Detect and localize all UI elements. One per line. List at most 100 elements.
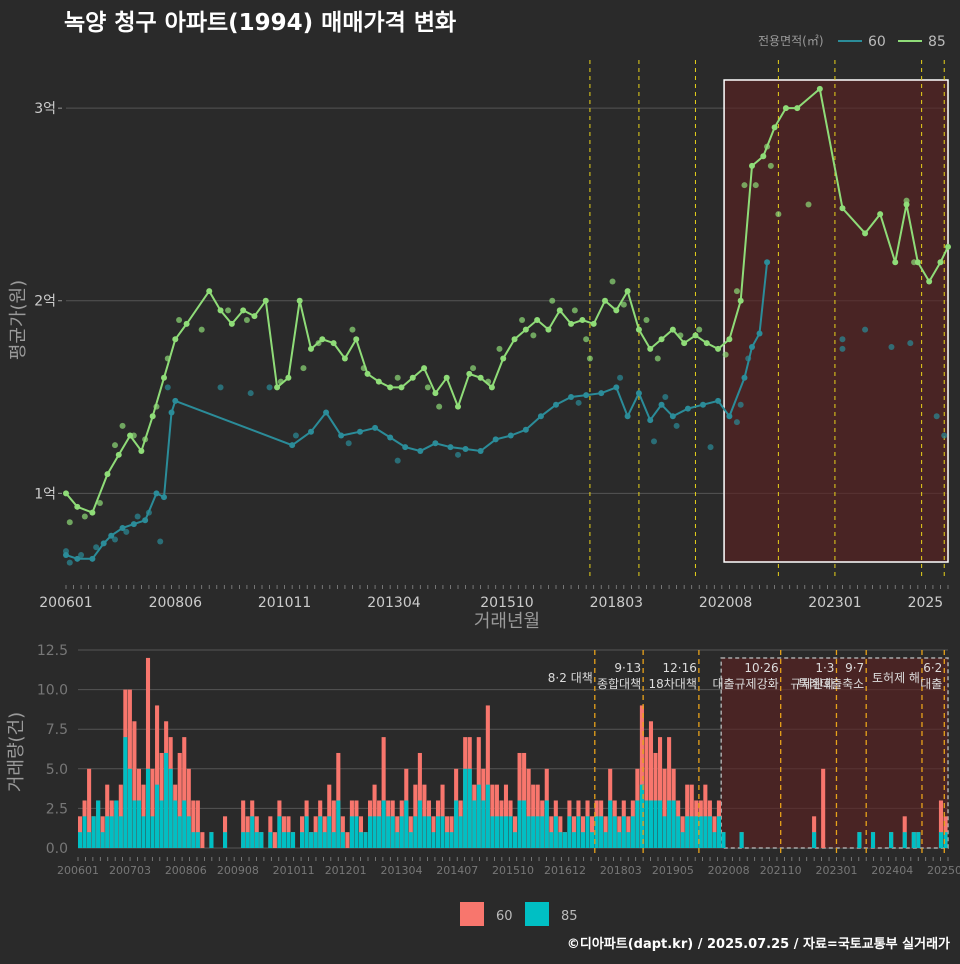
bottom-xtick-label: 202301 <box>815 864 857 877</box>
bar-85 <box>209 832 214 848</box>
bar-60 <box>648 721 654 848</box>
scatter-point-60 <box>164 384 171 391</box>
scatter-point-85 <box>496 345 503 352</box>
bar-85 <box>132 800 137 848</box>
legend-label-85: 85 <box>928 34 946 50</box>
bottom-xtick-label: 201803 <box>600 864 642 877</box>
scatter-point-85 <box>654 355 661 362</box>
policy-label: 종합대책 <box>597 676 641 691</box>
bar-85 <box>531 816 536 848</box>
bar-85 <box>431 832 436 848</box>
scatter-point-85 <box>733 288 740 295</box>
bar-85 <box>522 800 527 848</box>
bar-60 <box>821 768 826 848</box>
line-point-60 <box>684 405 691 412</box>
bar-85 <box>585 816 590 848</box>
top-xtick-label: 200806 <box>149 595 203 611</box>
legend-swatch-85 <box>525 902 549 926</box>
bottom-xtick-label: 200703 <box>109 864 151 877</box>
line-point-60 <box>507 432 514 439</box>
line-point-85 <box>647 345 654 352</box>
bottom-xtick-label: 202404 <box>871 864 913 877</box>
line-point-85 <box>658 336 665 343</box>
line-point-85 <box>466 370 473 377</box>
bar-60 <box>938 800 944 848</box>
bar-85 <box>567 816 572 848</box>
bar-85 <box>223 832 228 848</box>
highlight-box <box>723 79 949 563</box>
line-point-85 <box>945 243 951 250</box>
line-point-60 <box>522 426 529 433</box>
scatter-point-60 <box>737 401 744 408</box>
bar-60 <box>381 737 386 848</box>
scatter-point-85 <box>696 326 703 333</box>
scatter-point-85 <box>198 326 205 333</box>
bar-60 <box>526 768 531 848</box>
line-point-85 <box>330 340 337 347</box>
bar-85 <box>191 832 196 848</box>
line-point-60 <box>726 413 733 420</box>
line-point-60 <box>161 494 167 501</box>
bottom-xtick-label: 200806 <box>165 864 207 877</box>
bar-85 <box>413 816 418 848</box>
bar-85 <box>454 800 459 848</box>
top-xtick-label: 201510 <box>480 595 533 611</box>
scatter-point-60 <box>839 345 846 352</box>
scatter-point-60 <box>345 440 352 447</box>
bar-85 <box>445 832 450 848</box>
bar-60 <box>331 800 336 848</box>
scatter-point-85 <box>176 317 183 323</box>
bar-85 <box>363 832 368 848</box>
bar-85 <box>590 832 595 848</box>
line-point-85 <box>839 205 846 212</box>
top-xtick-label: 202301 <box>808 595 861 611</box>
bar-85 <box>870 832 876 848</box>
line-point-85 <box>127 432 134 439</box>
line-point-85 <box>579 317 586 323</box>
legend-swatch-60 <box>460 902 484 926</box>
bar-85 <box>159 800 164 848</box>
bar-85 <box>626 832 631 848</box>
line-point-85 <box>409 374 416 381</box>
scatter-point-85 <box>643 317 650 323</box>
scatter-point-60 <box>662 394 669 401</box>
bar-85 <box>254 832 259 848</box>
bar-85 <box>685 816 690 848</box>
bar-85 <box>168 768 173 848</box>
top-xaxis-label: 거래년월 <box>474 611 540 632</box>
line-point-85 <box>771 124 778 131</box>
line-point-85 <box>703 340 710 347</box>
bottom-legend-label-60: 60 <box>496 909 513 924</box>
line-point-85 <box>115 451 122 458</box>
volume-chart: 0.02.55.07.510.012.58·2 대책9·13종합대책12·161… <box>6 643 960 877</box>
bar-85 <box>621 816 626 848</box>
policy-label: 9·13 <box>614 661 641 675</box>
bar-85 <box>562 832 567 848</box>
line-point-60 <box>700 401 706 408</box>
line-point-85 <box>296 297 303 304</box>
line-point-85 <box>398 384 405 391</box>
bar-85 <box>268 832 273 848</box>
bar-85 <box>490 816 495 848</box>
legend-label-60: 60 <box>868 34 886 50</box>
bar-85 <box>739 832 744 848</box>
line-point-85 <box>89 509 96 516</box>
price-chart: 1억 2억 3억 200601 200806 201011 201304 201510 2018… <box>8 60 951 632</box>
scatter-point-85 <box>583 336 590 343</box>
line-point-85 <box>240 307 247 314</box>
bar-85 <box>476 784 481 848</box>
line-point-85 <box>63 490 69 497</box>
footer-credit: ©디아파트(dapt.kr) / 2025.07.25 / 자료=국토교통부 실… <box>567 936 950 952</box>
line-point-85 <box>877 211 884 218</box>
line-point-85 <box>545 326 552 333</box>
scatter-point-85 <box>571 307 578 314</box>
bar-85 <box>100 832 105 848</box>
bar-85 <box>277 816 282 848</box>
line-point-85 <box>432 390 439 397</box>
bottom-xtick-label: 201510 <box>492 864 534 877</box>
policy-label: 8·2 대책 <box>548 670 593 685</box>
bar-85 <box>857 832 862 848</box>
line-point-85 <box>353 336 360 343</box>
bar-60 <box>191 800 196 848</box>
line-point-60 <box>289 442 296 449</box>
